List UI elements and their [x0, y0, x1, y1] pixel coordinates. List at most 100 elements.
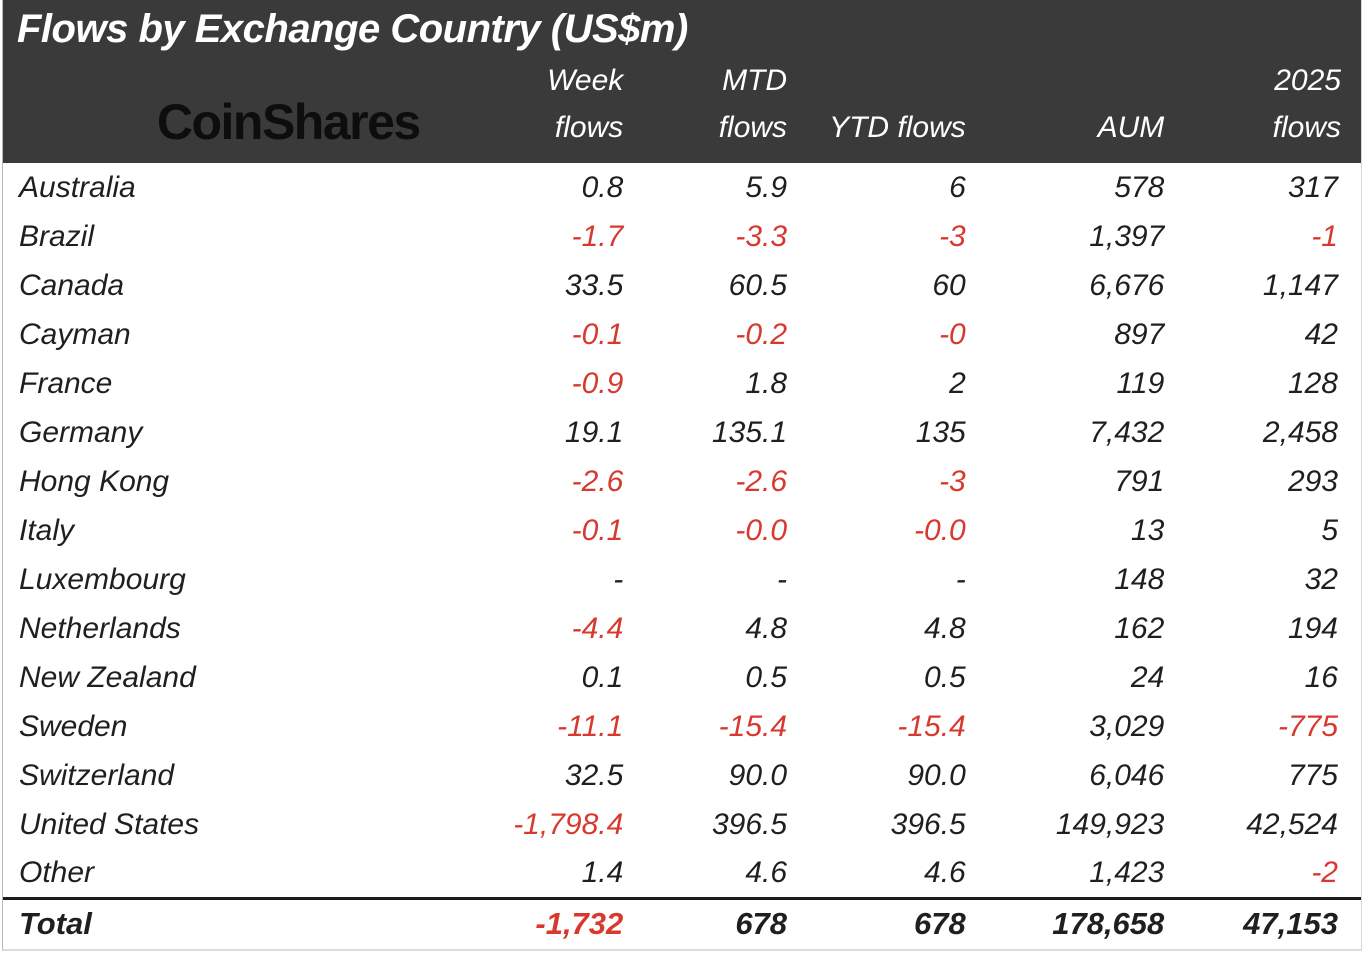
- table-row: New Zealand 0.1 0.5 0.5 24 16: [3, 653, 1361, 702]
- value-cell: 135.1: [643, 408, 808, 457]
- country-cell: Brazil: [3, 212, 440, 261]
- value-cell: 678: [643, 896, 808, 949]
- value-cell: -3: [807, 212, 986, 261]
- value-cell: 16: [1184, 653, 1361, 702]
- value-cell: -1: [1184, 212, 1361, 261]
- country-cell: United States: [3, 800, 440, 849]
- value-cell: 128: [1184, 359, 1361, 408]
- value-cell: 4.6: [643, 849, 808, 898]
- column-header-line: Week: [547, 64, 624, 97]
- value-cell: 897: [985, 310, 1185, 359]
- value-cell: 4.8: [643, 604, 808, 653]
- table-row: France -0.9 1.8 2 119 128: [3, 359, 1361, 408]
- value-cell: -11.1: [439, 702, 644, 751]
- column-header-row: CoinShares Week flows MTD flows YTD flow…: [3, 56, 1361, 163]
- table-row: Switzerland 32.5 90.0 90.0 6,046 775: [3, 751, 1361, 800]
- value-cell: 4.8: [807, 604, 986, 653]
- value-cell: -: [439, 555, 644, 604]
- value-cell: -: [643, 555, 808, 604]
- country-cell: Other: [3, 849, 440, 898]
- column-header-week-flows: Week flows: [439, 56, 644, 163]
- country-cell: New Zealand: [3, 653, 440, 702]
- value-cell: 791: [985, 457, 1185, 506]
- value-cell: 4.6: [807, 849, 986, 898]
- column-header-line: AUM: [1097, 111, 1165, 144]
- country-cell: Italy: [3, 506, 440, 555]
- value-cell: 162: [985, 604, 1185, 653]
- value-cell: 0.1: [439, 653, 644, 702]
- column-header-line: MTD: [722, 64, 788, 97]
- value-cell: 47,153: [1184, 896, 1361, 949]
- column-header-mtd-flows: MTD flows: [643, 56, 808, 163]
- value-cell: -4.4: [439, 604, 644, 653]
- value-cell: 5.9: [643, 163, 808, 212]
- value-cell: -: [807, 555, 986, 604]
- value-cell: 5: [1184, 506, 1361, 555]
- column-header-aum: AUM: [985, 56, 1185, 163]
- value-cell: 396.5: [643, 800, 808, 849]
- value-cell: 3,029: [985, 702, 1185, 751]
- value-cell: 0.5: [807, 653, 986, 702]
- value-cell: 678: [807, 896, 986, 949]
- value-cell: -0.1: [439, 506, 644, 555]
- value-cell: 32.5: [439, 751, 644, 800]
- column-header-line: YTD flows: [829, 111, 966, 144]
- value-cell: 90.0: [643, 751, 808, 800]
- value-cell: 13: [985, 506, 1185, 555]
- value-cell: 33.5: [439, 261, 644, 310]
- table-row: Sweden -11.1 -15.4 -15.4 3,029 -775: [3, 702, 1361, 751]
- total-row: Total -1,732 678 678 178,658 47,153: [3, 896, 1361, 949]
- table-row: Australia 0.8 5.9 6 578 317: [3, 163, 1361, 212]
- value-cell: 60.5: [643, 261, 808, 310]
- value-cell: -3.3: [643, 212, 808, 261]
- value-cell: 42,524: [1184, 800, 1361, 849]
- value-cell: -0.0: [643, 506, 808, 555]
- country-cell: Switzerland: [3, 751, 440, 800]
- value-cell: 578: [985, 163, 1185, 212]
- table-row: Other 1.4 4.6 4.6 1,423 -2: [3, 849, 1361, 898]
- value-cell: 60: [807, 261, 986, 310]
- value-cell: 1,397: [985, 212, 1185, 261]
- total-label: Total: [3, 896, 440, 949]
- value-cell: 1,147: [1184, 261, 1361, 310]
- value-cell: 0.5: [643, 653, 808, 702]
- column-header-line: flows: [718, 111, 788, 144]
- value-cell: 24: [985, 653, 1185, 702]
- column-header-ytd-flows: YTD flows: [807, 56, 986, 163]
- value-cell: 42: [1184, 310, 1361, 359]
- value-cell: 149,923: [985, 800, 1185, 849]
- value-cell: 2,458: [1184, 408, 1361, 457]
- value-cell: 32: [1184, 555, 1361, 604]
- table-footer: Total -1,732 678 678 178,658 47,153: [3, 896, 1361, 949]
- value-cell: 2: [807, 359, 986, 408]
- table-row: Hong Kong -2.6 -2.6 -3 791 293: [3, 457, 1361, 506]
- value-cell: -0.1: [439, 310, 644, 359]
- value-cell: -1,732: [439, 896, 644, 949]
- value-cell: -1,798.4: [439, 800, 644, 849]
- value-cell: 135: [807, 408, 986, 457]
- value-cell: 1.8: [643, 359, 808, 408]
- table-row: Italy -0.1 -0.0 -0.0 13 5: [3, 506, 1361, 555]
- value-cell: -0: [807, 310, 986, 359]
- table-header: Flows by Exchange Country (US$m) CoinSha…: [3, 0, 1361, 163]
- country-cell: Luxembourg: [3, 555, 440, 604]
- value-cell: -0.9: [439, 359, 644, 408]
- value-cell: 6,046: [985, 751, 1185, 800]
- table-row: Cayman -0.1 -0.2 -0 897 42: [3, 310, 1361, 359]
- value-cell: -3: [807, 457, 986, 506]
- value-cell: 6: [807, 163, 986, 212]
- value-cell: -2: [1184, 849, 1361, 898]
- table-body: Australia 0.8 5.9 6 578 317 Brazil -1.7 …: [3, 163, 1361, 898]
- value-cell: -775: [1184, 702, 1361, 751]
- value-cell: 148: [985, 555, 1185, 604]
- country-cell: Hong Kong: [3, 457, 440, 506]
- value-cell: 7,432: [985, 408, 1185, 457]
- coinshares-logo: CoinShares: [156, 94, 421, 150]
- value-cell: 19.1: [439, 408, 644, 457]
- value-cell: -15.4: [807, 702, 986, 751]
- column-header-line: flows: [1272, 111, 1341, 144]
- value-cell: 775: [1184, 751, 1361, 800]
- value-cell: 1.4: [439, 849, 644, 898]
- column-header-line: 2025: [1274, 64, 1341, 97]
